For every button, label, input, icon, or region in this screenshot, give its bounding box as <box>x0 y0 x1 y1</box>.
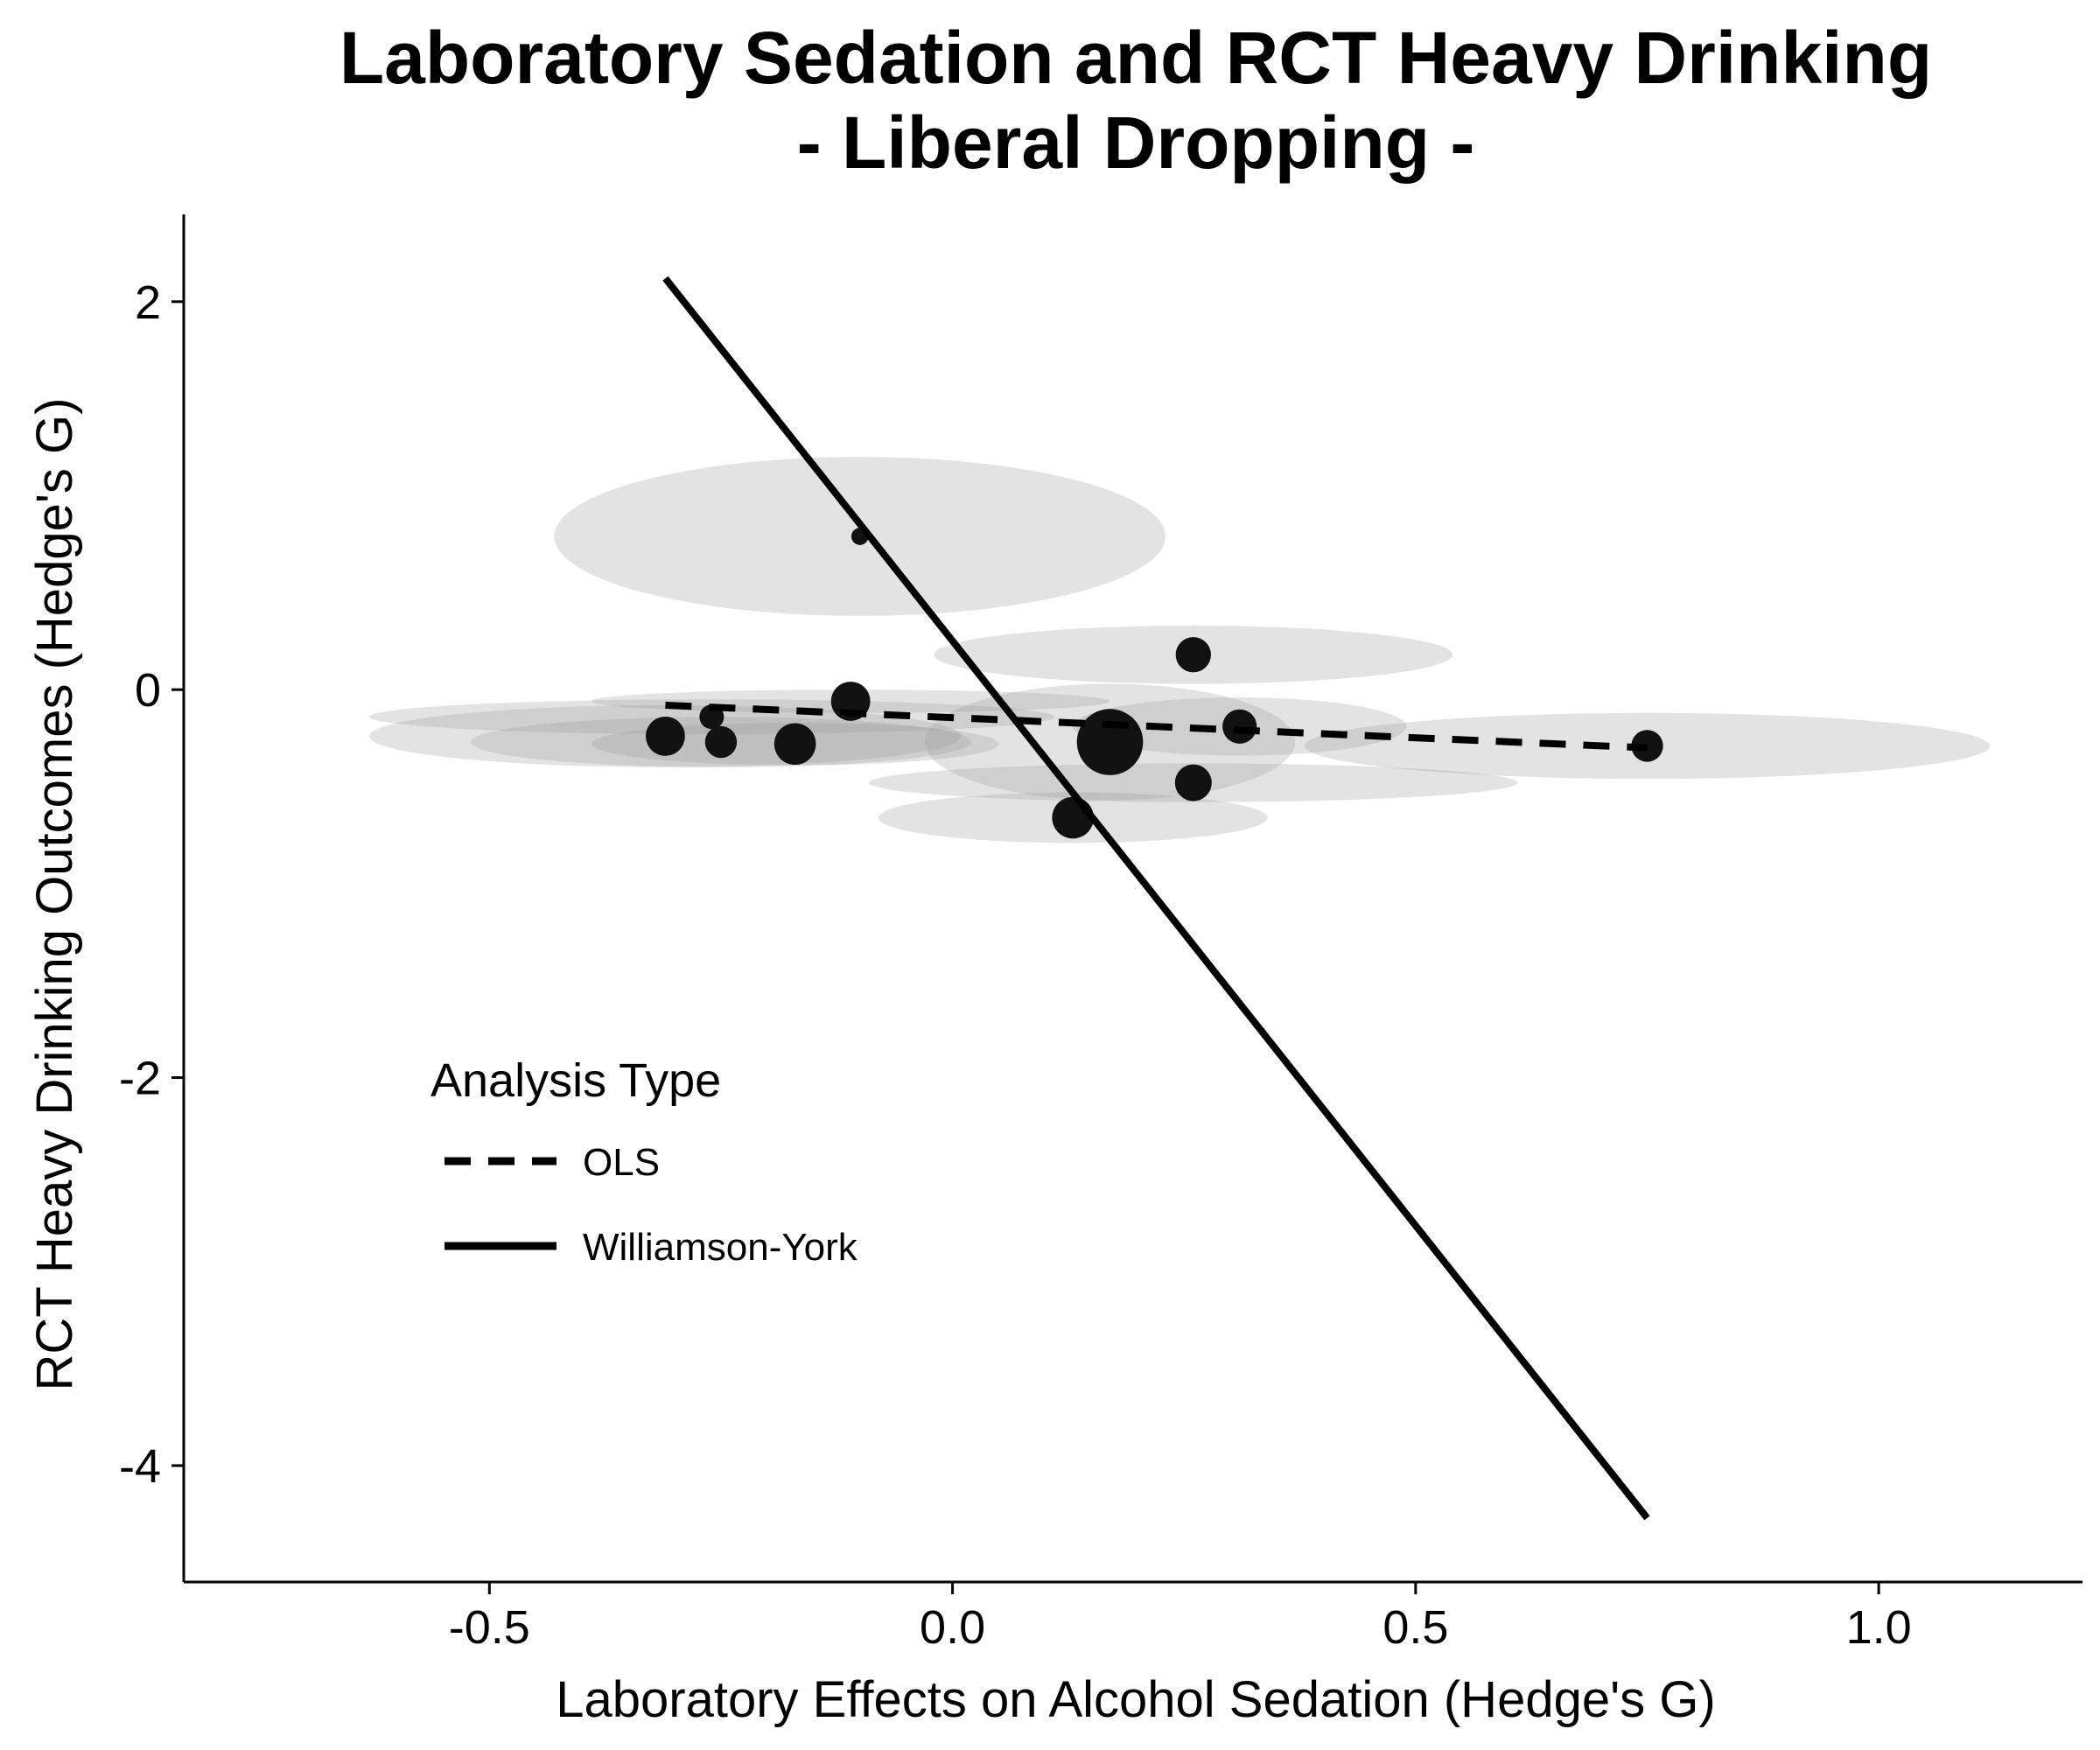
x-axis-title: Laboratory Effects on Alcohol Sedation (… <box>556 1671 1715 1728</box>
y-tick-label-1: 0 <box>135 664 161 717</box>
legend-label-williamson-york: Williamson-York <box>583 1226 858 1269</box>
y-tick-label-2: -2 <box>119 1053 161 1105</box>
data-point-6 <box>774 723 816 766</box>
data-point-5 <box>704 725 738 759</box>
x-tick-label-0: -0.5 <box>449 1601 530 1654</box>
x-tick-label-3: 1.0 <box>1846 1601 1912 1654</box>
data-point-9 <box>1174 764 1212 802</box>
x-tick-label-2: 0.5 <box>1382 1601 1448 1654</box>
x-tick-label-1: 0.0 <box>920 1601 985 1654</box>
regression-lines <box>662 276 1650 1521</box>
line-ols <box>665 701 1648 752</box>
y-axis-title: RCT Heavy Drinking Outcomes (Hedge's G) <box>26 398 83 1391</box>
legend-title: Analysis Type <box>430 1054 721 1107</box>
y-axis-ticks: 2 0 -2 -4 <box>119 276 184 1493</box>
data-point-7 <box>1076 709 1144 775</box>
legend: Analysis Type OLS Williamson-York <box>430 1054 858 1269</box>
data-point-8 <box>1222 709 1257 744</box>
chart-title-line2: - Liberal Dropping - <box>797 102 1475 184</box>
data-point-4 <box>646 716 685 756</box>
legend-label-ols: OLS <box>583 1141 660 1184</box>
axes <box>182 214 2082 1584</box>
line-williamson-york <box>662 276 1650 1521</box>
y-tick-label-3: -4 <box>119 1440 161 1493</box>
data-point-1 <box>1175 637 1211 673</box>
x-axis-ticks: -0.5 0.0 0.5 1.0 <box>449 1582 1912 1654</box>
data-point-10 <box>1052 796 1094 839</box>
chart-title-line1: Laboratory Sedation and RCT Heavy Drinki… <box>340 17 1932 99</box>
y-tick-label-0: 2 <box>135 276 161 329</box>
